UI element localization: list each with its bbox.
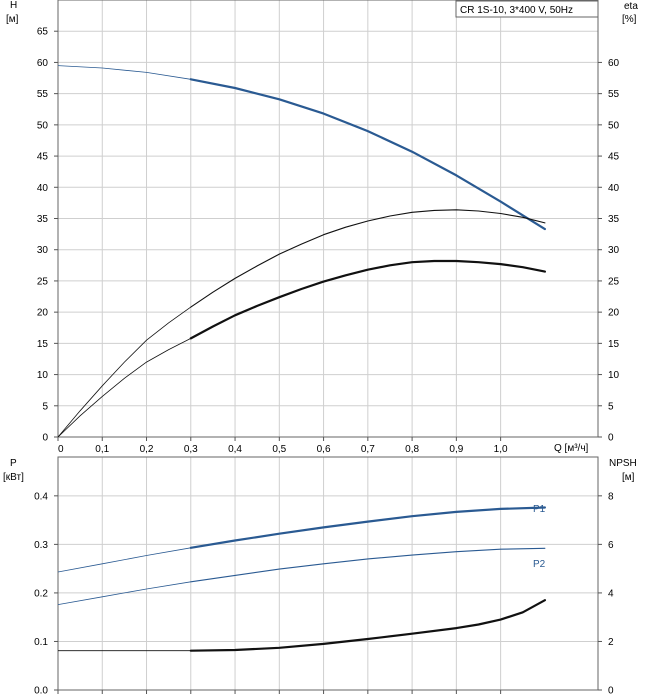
bottom-left-tick-label: 0.3 bbox=[34, 540, 48, 551]
top-left-tick-label: 55 bbox=[37, 89, 49, 100]
bottom-plot-series bbox=[57, 506, 546, 652]
top-right-tick-label: 5 bbox=[608, 401, 614, 412]
top-right-tick-label: 45 bbox=[608, 152, 620, 163]
bottom-plot-frame bbox=[57, 456, 599, 691]
top-left-tick-label: 15 bbox=[37, 339, 49, 350]
bottom-left-tick-label: 0.0 bbox=[34, 686, 48, 697]
top-series-2-line bbox=[189, 259, 546, 340]
bottom-right-tick-label: 0 bbox=[608, 686, 614, 697]
x-axis-label: Q [м³/ч] bbox=[554, 443, 589, 454]
x-tick-label: 1,0 bbox=[494, 444, 508, 455]
top-right-axis-label: eta bbox=[624, 1, 638, 12]
top-left-tick-label: 30 bbox=[37, 245, 49, 256]
bottom-left-tick-label: 0.1 bbox=[34, 637, 48, 648]
bottom-left-axis-label: P bbox=[10, 458, 17, 469]
top-left-tick-label: 20 bbox=[37, 308, 49, 319]
bottom-series-1-line bbox=[190, 547, 546, 583]
top-right-tick-label: 60 bbox=[608, 58, 620, 69]
bottom-plot-grid bbox=[57, 457, 598, 691]
top-left-axis-unit: [м] bbox=[6, 14, 19, 25]
bottom-right-tick-label: 8 bbox=[608, 491, 614, 502]
chart-title: CR 1S-10, 3*400 V, 50Hz bbox=[460, 5, 573, 16]
x-tick-label: 0,3 bbox=[184, 444, 198, 455]
bottom-right-tick-label: 4 bbox=[608, 588, 614, 599]
top-right-tick-label: 40 bbox=[608, 183, 620, 194]
x-tick-label: 0,4 bbox=[228, 444, 242, 455]
top-right-tick-label: 35 bbox=[608, 214, 620, 225]
x-tick-label: 0,8 bbox=[405, 444, 419, 455]
x-tick-label: 0,9 bbox=[449, 444, 463, 455]
x-tick-label: 0,2 bbox=[140, 444, 154, 455]
top-left-tick-label: 60 bbox=[37, 58, 49, 69]
top-left-tick-label: 45 bbox=[37, 152, 49, 163]
series-label-p1: P1 bbox=[533, 504, 546, 515]
bottom-series-2-line bbox=[189, 599, 546, 652]
bottom-left-tick-label: 0.4 bbox=[34, 491, 48, 502]
bottom-series-1-extrapolated-line bbox=[57, 581, 191, 605]
bottom-series-0-extrapolated-line bbox=[57, 547, 191, 573]
top-left-tick-label: 10 bbox=[37, 370, 49, 381]
chart-title-box bbox=[455, 0, 599, 18]
top-right-tick-label: 0 bbox=[608, 433, 614, 444]
bottom-left-axis-unit: [кВт] bbox=[3, 472, 24, 483]
x-tick-label: 0 bbox=[58, 444, 64, 455]
top-series-0-extrapolated-line bbox=[57, 65, 191, 80]
top-right-tick-label: 10 bbox=[608, 370, 620, 381]
top-left-tick-label: 40 bbox=[37, 183, 49, 194]
bottom-left-tick-label: 0.2 bbox=[34, 588, 48, 599]
bottom-right-tick-label: 6 bbox=[608, 540, 614, 551]
series-label-p2: P2 bbox=[533, 559, 546, 570]
top-right-tick-label: 25 bbox=[608, 276, 620, 287]
top-series-2-extrapolated-line bbox=[57, 338, 191, 438]
x-tick-label: 0,7 bbox=[361, 444, 375, 455]
top-right-tick-label: 15 bbox=[608, 339, 620, 350]
top-right-axis-unit: [%] bbox=[622, 14, 637, 25]
top-left-tick-label: 35 bbox=[37, 214, 49, 225]
top-right-tick-label: 50 bbox=[608, 120, 620, 131]
x-tick-label: 0,5 bbox=[272, 444, 286, 455]
x-tick-label: 0,1 bbox=[95, 444, 109, 455]
top-left-axis-label: H bbox=[10, 0, 17, 11]
top-right-tick-label: 20 bbox=[608, 308, 620, 319]
top-left-tick-label: 0 bbox=[42, 433, 48, 444]
top-plot-series bbox=[57, 65, 546, 438]
bottom-right-tick-label: 2 bbox=[608, 637, 614, 648]
top-right-tick-label: 55 bbox=[608, 89, 620, 100]
top-left-tick-label: 50 bbox=[37, 120, 49, 131]
top-series-0-line bbox=[189, 78, 546, 231]
top-series-1-line bbox=[190, 209, 546, 308]
bottom-series-0-line bbox=[189, 506, 546, 549]
top-right-tick-label: 30 bbox=[608, 245, 620, 256]
top-series-1-extrapolated-line bbox=[57, 306, 192, 438]
top-left-tick-label: 25 bbox=[37, 276, 49, 287]
x-tick-label: 0,6 bbox=[317, 444, 331, 455]
top-plot-grid bbox=[57, 0, 598, 438]
bottom-right-axis-unit: [м] bbox=[622, 472, 635, 483]
top-left-tick-label: 65 bbox=[37, 27, 49, 38]
top-left-tick-label: 5 bbox=[42, 401, 48, 412]
top-plot-ticks: 0 0,1 0,2 0,3 0,4 0,5 0,6 0,7 0,8 0,9 1,0 0 5 10 15 20 2… bbox=[37, 27, 620, 455]
bottom-plot-ticks: 0.0 0.1 0.2 0.3 0.4 0 2 4 6 8 bbox=[34, 491, 614, 696]
bottom-right-axis-label: NPSH bbox=[609, 458, 637, 469]
